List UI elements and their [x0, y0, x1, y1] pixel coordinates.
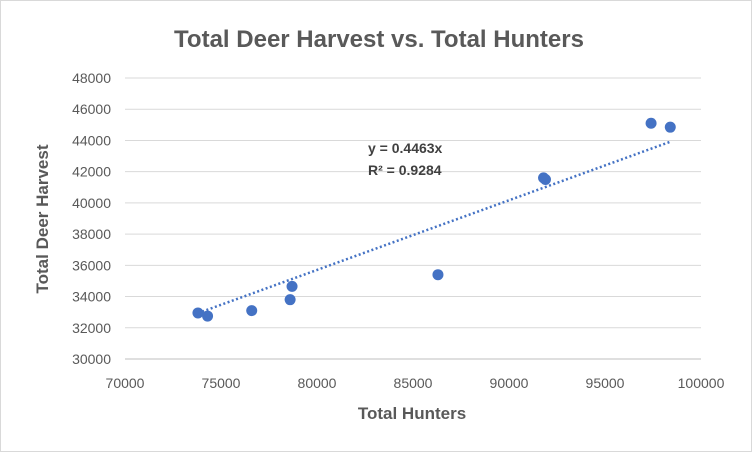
- data-point: [664, 121, 676, 133]
- data-point: [645, 117, 657, 129]
- data-point: [246, 305, 258, 317]
- trendline: [197, 140, 671, 315]
- data-point: [202, 310, 214, 322]
- data-points: [192, 117, 676, 322]
- data-point: [432, 269, 444, 281]
- y-tick-label: 38000: [72, 226, 111, 242]
- x-tick-label: 70000: [106, 375, 145, 391]
- data-point: [286, 280, 298, 292]
- x-tick-label: 80000: [298, 375, 337, 391]
- x-tick-label: 95000: [586, 375, 625, 391]
- y-tick-label: 40000: [72, 195, 111, 211]
- y-tick-label: 36000: [72, 257, 111, 273]
- data-point: [539, 173, 551, 185]
- x-tick-label: 85000: [394, 375, 433, 391]
- data-point: [192, 307, 204, 319]
- x-axis-title: Total Hunters: [358, 404, 466, 423]
- y-tick-label: 44000: [72, 132, 111, 148]
- y-tick-labels: 30000 32000 34000 36000 38000 40000 42000 44000…: [72, 70, 111, 367]
- y-tick-label: 48000: [72, 70, 111, 86]
- r-squared-label: R² = 0.9284: [368, 162, 442, 178]
- x-tick-label: 100000: [678, 375, 725, 391]
- x-tick-label: 90000: [490, 375, 529, 391]
- chart-title: Total Deer Harvest vs. Total Hunters: [174, 26, 584, 53]
- gridlines: [125, 77, 701, 329]
- y-tick-label: 34000: [72, 289, 111, 305]
- y-axis-title: Total Deer Harvest: [33, 144, 52, 293]
- y-tick-label: 32000: [72, 320, 111, 336]
- data-point: [284, 294, 296, 306]
- y-tick-label: 42000: [72, 164, 111, 180]
- y-tick-label: 46000: [72, 101, 111, 117]
- x-tick-label: 75000: [202, 375, 241, 391]
- y-tick-label: 30000: [72, 351, 111, 367]
- x-tick-labels: 70000 75000 80000 85000 90000 95000 100000: [106, 375, 725, 391]
- trendline-equation: y = 0.4463x: [368, 140, 443, 156]
